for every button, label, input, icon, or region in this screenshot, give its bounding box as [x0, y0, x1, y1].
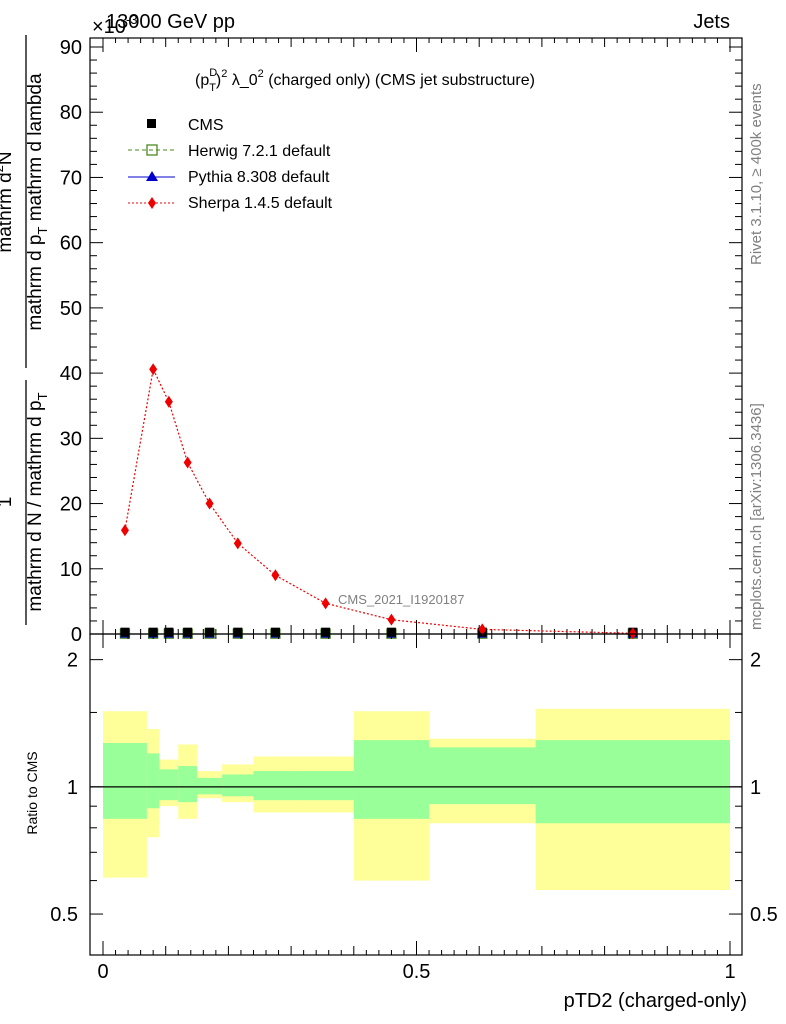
- ratio-inner-band: [353, 740, 430, 819]
- y-tick-label: 20: [60, 494, 82, 516]
- ratio-inner-band: [159, 769, 179, 801]
- legend: CMS Herwig 7.2.1 default Pythia 8.308 de…: [128, 117, 333, 212]
- ratio-inner-band: [197, 777, 223, 795]
- ratio-y-tick-label-right: 2: [750, 650, 761, 672]
- cms-point: [148, 627, 158, 637]
- x-tick-label: 0.5: [403, 961, 431, 983]
- ratio-inner-band: [253, 771, 298, 801]
- svg-text:1: 1: [0, 497, 16, 508]
- y-tick-label: 90: [60, 37, 82, 59]
- cms-point: [233, 627, 243, 637]
- y-tick-label: 40: [60, 363, 82, 385]
- cms-point: [205, 627, 215, 637]
- cms-point: [120, 627, 130, 637]
- exponent-label: ×10-3: [92, 12, 138, 38]
- svg-text:mathrm d N / mathrm d pT: mathrm d N / mathrm d pT: [25, 392, 50, 611]
- ratio-inner-band: [535, 740, 730, 824]
- x-axis-title: pTD2 (charged-only): [564, 990, 747, 1012]
- header-right-label: Jets: [693, 11, 730, 33]
- x-tick-label: 1: [724, 961, 735, 983]
- legend-sherpa-marker: [148, 197, 156, 209]
- ratio-inner-band: [146, 753, 160, 809]
- ratio-inner-band: [429, 747, 536, 805]
- sherpa-point: [205, 497, 214, 510]
- sherpa-point: [387, 613, 396, 626]
- mcplots-label: mcplots.cern.ch [arXiv:1306.3436]: [748, 403, 765, 630]
- rivet-label: Rivet 3.1.10, ≥ 400k events: [748, 83, 765, 265]
- ratio-plot: 0 0.5 1 0.5 0.5 1 1 2 2: [50, 633, 778, 983]
- y-tick-label: 50: [60, 298, 82, 320]
- legend-cms-marker: [147, 119, 156, 128]
- sherpa-point: [120, 524, 129, 537]
- analysis-watermark: CMS_2021_I1920187: [338, 592, 465, 607]
- cms-point: [321, 627, 331, 637]
- ratio-inner-band: [222, 774, 254, 797]
- legend-herwig-marker: [146, 144, 158, 156]
- y-tick-label: 0: [71, 624, 82, 646]
- legend-pythia-marker: [146, 171, 158, 181]
- y-tick-label: 80: [60, 102, 82, 124]
- sherpa-point: [149, 363, 158, 376]
- sherpa-point: [478, 623, 487, 636]
- legend-pythia-label: Pythia 8.308 default: [188, 169, 330, 186]
- sherpa-point: [271, 569, 280, 582]
- y-tick-label: 30: [60, 428, 82, 450]
- x-tick-label: 0: [97, 961, 108, 983]
- legend-herwig-label: Herwig 7.2.1 default: [188, 143, 331, 160]
- cms-point: [164, 627, 174, 637]
- legend-sherpa-label: Sherpa 1.4.5 default: [188, 195, 333, 212]
- svg-text:mathrm d pT mathrm d lambda: mathrm d pT mathrm d lambda: [25, 73, 50, 331]
- sherpa-point: [321, 597, 330, 610]
- ratio-inner-band: [297, 771, 354, 801]
- ratio-y-tick-label: 1: [67, 777, 78, 799]
- y-tick-label: 60: [60, 233, 82, 255]
- ratio-axis-title: Ratio to CMS: [24, 751, 40, 834]
- cms-point: [386, 627, 396, 637]
- cms-point: [270, 627, 280, 637]
- plot-title: (pD T)2 λ_02 (charged only) (CMS jet subs…: [195, 67, 535, 94]
- ratio-inner-band: [103, 742, 147, 819]
- cms-point: [183, 627, 193, 637]
- y-tick-label: 70: [60, 167, 82, 189]
- sherpa-point: [628, 627, 637, 640]
- header-left-label: 13000 GeV pp: [106, 11, 235, 33]
- ratio-y-tick-label-right: 1: [750, 777, 761, 799]
- ratio-inner-band: [178, 766, 198, 803]
- ratio-y-tick-label-right: 0.5: [750, 904, 778, 926]
- sherpa-point: [164, 395, 173, 408]
- svg-text:mathrm d2N: mathrm d2N: [0, 151, 16, 252]
- y-tick-label: 10: [60, 559, 82, 581]
- legend-cms-label: CMS: [188, 117, 224, 134]
- main-plot: 0 10 20 30 40 50 60 70 80 90: [60, 37, 743, 646]
- ratio-y-tick-label: 0.5: [50, 904, 78, 926]
- y-axis-title: 1 mathrm d N / mathrm d pT mathrm d2N ma…: [0, 35, 50, 625]
- ratio-y-tick-label: 2: [67, 650, 78, 672]
- sherpa-point: [233, 537, 242, 550]
- sherpa-point: [183, 456, 192, 469]
